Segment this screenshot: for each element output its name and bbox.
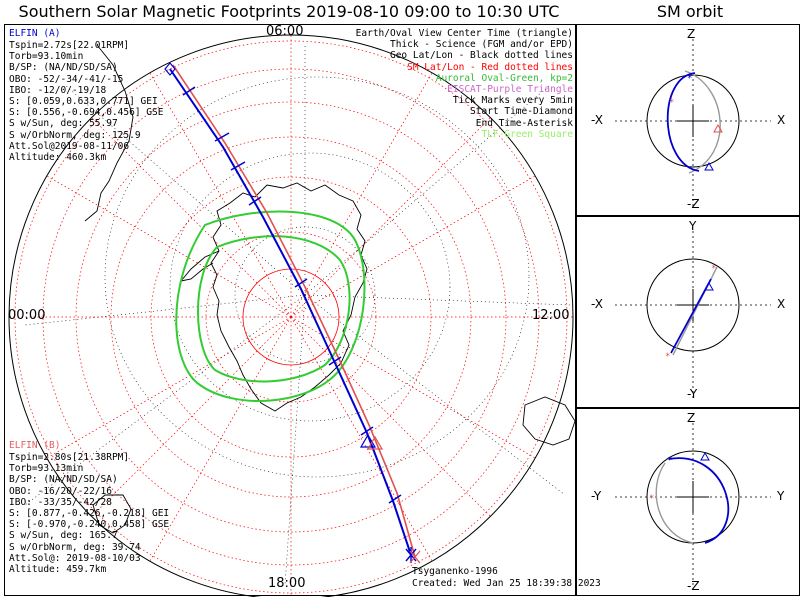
legend-geo-grid: Geo Lat/Lon - Black dotted lines [389, 50, 573, 62]
clock-label-top: 06:00 [266, 24, 304, 39]
xy-bottom-label: -Y [687, 387, 698, 401]
orbit-panel-xz: * * Z -Z -X X [576, 24, 800, 216]
orbit-a-xz [666, 72, 700, 172]
sm-grid [9, 35, 573, 597]
elfin-b-track [172, 64, 416, 558]
yz-right-label: Y [777, 489, 785, 503]
xz-bottom-label: -Z [687, 197, 700, 211]
africa-coastline [92, 494, 132, 534]
legend-eiscat: EISCAT-Purple Triangle [447, 84, 573, 96]
svg-text:*: * [669, 98, 674, 108]
xy-top-label: Y [689, 219, 697, 233]
legend-auroral-oval: Auroral Oval-Green, kp=2 [435, 72, 573, 84]
legend-tlf: TLF-Green Square [481, 128, 573, 140]
svg-text:*: * [667, 456, 672, 466]
orbit-panel-xy: * * Y -Y -X X [576, 216, 800, 408]
elfin-a-info: Tspin=2.72s[22.01RPM] Torb=93.10min B/SP… [9, 40, 164, 164]
australia-coastline [522, 396, 576, 446]
antarctic-peninsula [179, 250, 220, 282]
legend-start-time: Start Time-Diamond [470, 106, 573, 118]
elfin-a-ticks [182, 86, 402, 504]
elfin-b-info: Tspin=2.80s[21.38RPM] Torb=93.13min B/SP… [9, 452, 170, 576]
orbit-panel-yz: * * Z -Z -Y Y [576, 408, 800, 596]
xz-left-label: -X [591, 113, 603, 127]
clock-label-right: 12:00 [532, 308, 570, 323]
elfin-a-end-asterisk [405, 547, 417, 563]
south-america-coastline [84, 44, 134, 222]
credit-text: Tsyganenko-1996 [412, 566, 498, 577]
orbit-a-gray-xz [684, 70, 721, 174]
legend-tick-marks: Tick Marks every 5min [452, 95, 573, 107]
page-title: Southern Solar Magnetic Footprints 2019-… [18, 2, 560, 21]
xy-left-label: -X [591, 297, 603, 311]
svg-text:*: * [687, 74, 692, 84]
orbit-a-xy [670, 278, 712, 354]
elfin-a-view-triangle [359, 433, 377, 448]
footprint-map [8, 34, 576, 597]
elfin-b-label: ELFIN (B) [9, 440, 61, 451]
footprint-map-panel [4, 24, 576, 597]
elfin-a-track [169, 68, 412, 556]
yz-left-label: -Y [591, 489, 602, 503]
orbit-title: SM orbit [656, 2, 724, 21]
svg-text:*: * [711, 264, 716, 274]
auroral-oval-outer [175, 210, 366, 402]
legend-view-center: Earth/Oval View Center Time (triangle) [355, 28, 573, 39]
antarctica-coastline [210, 182, 368, 412]
clock-label-left: 00:00 [8, 308, 46, 323]
svg-text:*: * [665, 352, 670, 362]
created-timestamp: Created: Wed Jan 25 18:39:38 2023 [412, 578, 601, 589]
map-legend: Earth/Oval View Center Time (triangle) T… [356, 28, 573, 140]
xz-top-label: Z [687, 27, 696, 41]
legend-science: Thick - Science (FGM and/or EPD) [389, 39, 573, 51]
legend-end-time: End Time-Asterisk [475, 117, 573, 129]
elfin-b-end-asterisk [409, 550, 421, 564]
orbit-a-yz [668, 457, 730, 544]
horizon-circle [8, 34, 574, 597]
xz-right-label: X [777, 113, 786, 127]
elfin-a-start-diamond [164, 62, 176, 76]
auroral-oval-inner [197, 235, 351, 383]
xy-right-label: X [777, 297, 786, 311]
svg-text:*: * [649, 494, 654, 504]
earth-circle-xy [646, 258, 740, 352]
yz-bottom-label: -Z [687, 579, 700, 593]
elfin-a-label: ELFIN (A) [9, 28, 61, 39]
legend-sm-grid: SM Lat/Lon - Red dotted lines [407, 61, 573, 73]
clock-label-bottom: 18:00 [268, 576, 306, 591]
elfin-b-view-triangle [366, 435, 384, 450]
yz-top-label: Z [687, 411, 696, 425]
